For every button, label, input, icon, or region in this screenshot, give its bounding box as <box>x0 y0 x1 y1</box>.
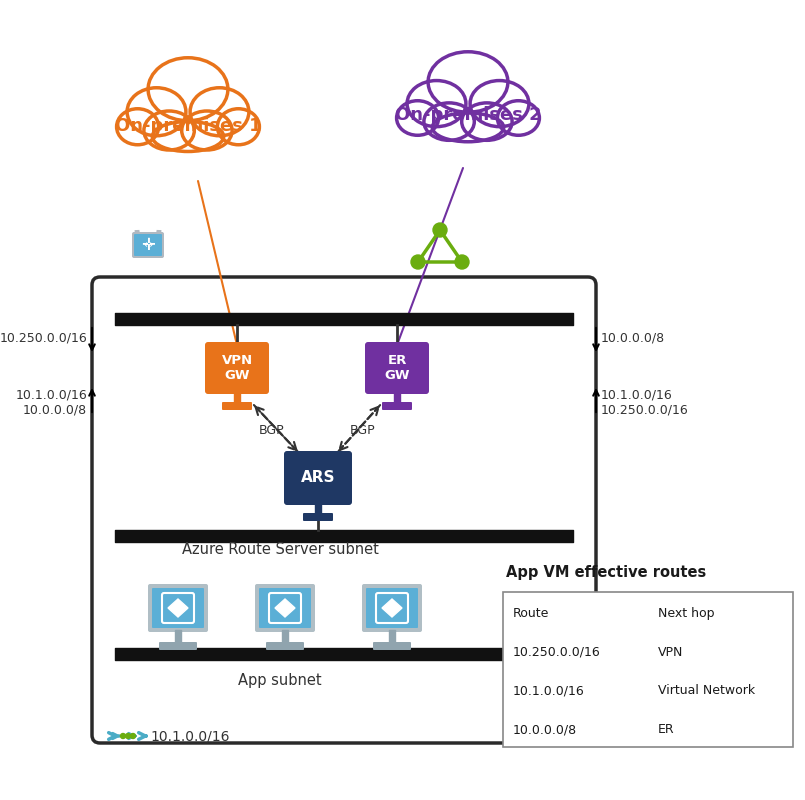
FancyBboxPatch shape <box>222 402 252 410</box>
FancyBboxPatch shape <box>134 234 162 256</box>
Text: 10.250.0.0/16: 10.250.0.0/16 <box>0 331 87 345</box>
Text: 10.0.0.0/8: 10.0.0.0/8 <box>513 723 577 736</box>
Polygon shape <box>275 599 295 617</box>
Circle shape <box>433 223 447 237</box>
Text: ✛: ✛ <box>141 236 155 254</box>
Text: VPN: VPN <box>658 646 683 658</box>
FancyBboxPatch shape <box>362 584 422 632</box>
Ellipse shape <box>407 81 466 126</box>
Circle shape <box>126 734 130 738</box>
FancyBboxPatch shape <box>92 277 596 743</box>
FancyBboxPatch shape <box>255 584 315 632</box>
Ellipse shape <box>182 111 232 150</box>
Text: Next hop: Next hop <box>658 607 715 620</box>
Text: Virtual Network: Virtual Network <box>658 684 755 698</box>
Polygon shape <box>382 599 402 617</box>
Ellipse shape <box>432 113 504 142</box>
Circle shape <box>411 255 425 269</box>
Text: 10.1.0.0/16: 10.1.0.0/16 <box>513 684 584 698</box>
Polygon shape <box>168 599 188 617</box>
FancyBboxPatch shape <box>152 588 204 628</box>
Ellipse shape <box>497 101 539 135</box>
Text: ARS: ARS <box>301 470 335 486</box>
Ellipse shape <box>217 109 259 145</box>
Text: BGP: BGP <box>259 423 285 437</box>
Circle shape <box>455 255 469 269</box>
FancyBboxPatch shape <box>205 342 269 394</box>
Text: 10.1.0.0/16: 10.1.0.0/16 <box>601 389 673 402</box>
Ellipse shape <box>127 88 186 136</box>
FancyBboxPatch shape <box>266 642 304 650</box>
Ellipse shape <box>152 122 224 151</box>
Text: Azure Route Server subnet: Azure Route Server subnet <box>182 542 378 558</box>
Ellipse shape <box>190 88 249 136</box>
Text: 10.0.0.0/8: 10.0.0.0/8 <box>601 331 665 345</box>
Ellipse shape <box>144 111 194 150</box>
Circle shape <box>121 734 126 738</box>
Text: 10.250.0.0/16: 10.250.0.0/16 <box>513 646 601 658</box>
FancyBboxPatch shape <box>373 642 411 650</box>
Circle shape <box>130 734 135 738</box>
Text: On-premises 1: On-premises 1 <box>114 117 262 135</box>
Text: 10.1.0.0/16: 10.1.0.0/16 <box>15 389 87 402</box>
FancyBboxPatch shape <box>132 232 164 258</box>
FancyBboxPatch shape <box>366 588 418 628</box>
Ellipse shape <box>424 103 474 140</box>
FancyBboxPatch shape <box>365 342 429 394</box>
Text: Route: Route <box>513 607 549 620</box>
Text: 10.0.0.0/8: 10.0.0.0/8 <box>23 403 87 417</box>
FancyBboxPatch shape <box>503 592 793 747</box>
FancyBboxPatch shape <box>148 584 208 632</box>
Text: BGP: BGP <box>350 423 376 437</box>
Text: ER: ER <box>658 723 675 736</box>
Text: ↔: ↔ <box>143 240 153 250</box>
Text: 10.250.0.0/16: 10.250.0.0/16 <box>601 403 689 417</box>
Text: ER
GW: ER GW <box>384 354 410 382</box>
FancyBboxPatch shape <box>284 451 352 505</box>
Text: App subnet: App subnet <box>238 673 322 687</box>
Ellipse shape <box>428 52 508 112</box>
FancyBboxPatch shape <box>303 513 333 521</box>
Ellipse shape <box>117 109 159 145</box>
Text: 10.1.0.0/16: 10.1.0.0/16 <box>150 729 229 743</box>
Ellipse shape <box>148 58 228 121</box>
FancyBboxPatch shape <box>159 642 197 650</box>
Text: On-premises 2: On-premises 2 <box>394 106 541 124</box>
FancyBboxPatch shape <box>259 588 311 628</box>
Ellipse shape <box>470 81 529 126</box>
Text: VPN
GW: VPN GW <box>221 354 253 382</box>
Ellipse shape <box>462 103 512 140</box>
FancyBboxPatch shape <box>382 402 412 410</box>
Ellipse shape <box>397 101 439 135</box>
Text: App VM effective routes: App VM effective routes <box>506 565 706 580</box>
